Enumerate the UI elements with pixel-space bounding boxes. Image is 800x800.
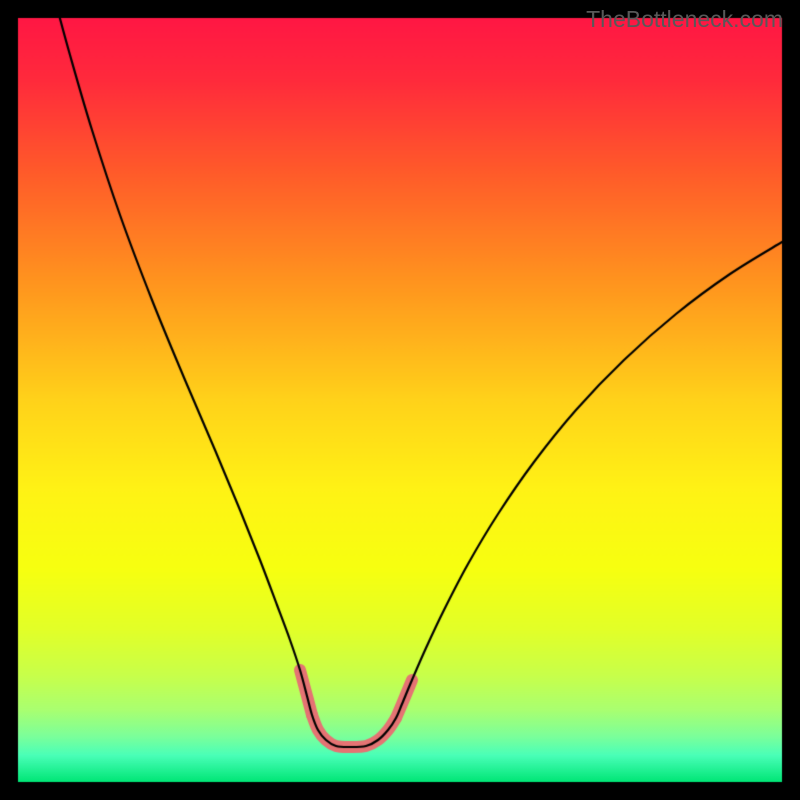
watermark-text: TheBottleneck.com xyxy=(586,6,783,33)
bottleneck-chart xyxy=(0,0,800,800)
